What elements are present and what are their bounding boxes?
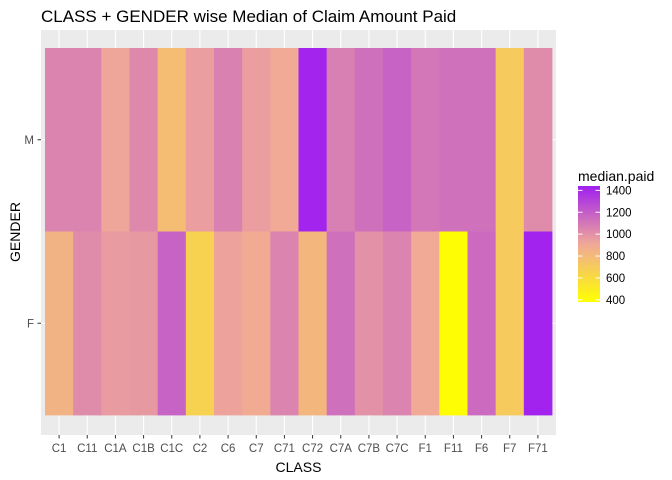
y-tick-label-f: F — [27, 318, 34, 330]
tile-c72-f — [298, 231, 328, 416]
x-tick-label-c7a: C7A — [330, 443, 353, 455]
tile-c2-f — [185, 231, 215, 416]
tile-c7a-f — [326, 231, 356, 416]
x-tick-label-f71: F71 — [528, 443, 548, 455]
x-tick-label-c7b: C7B — [358, 443, 381, 455]
tile-c7c-f — [383, 231, 412, 416]
x-tick-label-c7: C7 — [249, 443, 264, 455]
tile-f11-m — [439, 48, 468, 232]
tile-c11-m — [73, 48, 102, 232]
tile-c7-m — [242, 48, 271, 232]
x-tick-label-c2: C2 — [193, 443, 208, 455]
tile-c1c-f — [157, 231, 187, 416]
x-tick-label-c7c: C7C — [386, 443, 409, 455]
x-tick-label-c11: C11 — [77, 443, 97, 455]
tile-f11-f — [439, 231, 468, 416]
legend-tick-label: 1200 — [606, 207, 632, 219]
x-tick-label-f1: F1 — [419, 443, 432, 455]
y-tick-label-m: M — [24, 135, 34, 147]
tile-c1a-f — [101, 231, 130, 416]
tile-c1b-f — [129, 231, 159, 416]
tile-c1a-m — [101, 48, 130, 232]
x-tick-label-c71: C71 — [274, 443, 295, 455]
legend-color-bar — [578, 186, 600, 302]
tile-c7b-m — [354, 48, 384, 232]
legend-tick-label: 400 — [606, 295, 625, 307]
x-tick-label-c1: C1 — [52, 443, 67, 455]
x-tick-label-c72: C72 — [302, 443, 323, 455]
tile-c11-f — [73, 231, 102, 416]
legend-tick-label: 800 — [606, 251, 625, 263]
x-tick-label-f11: F11 — [444, 443, 463, 455]
tile-c1c-m — [157, 48, 187, 232]
tile-c71-f — [270, 231, 299, 416]
chart-title: CLASS + GENDER wise Median of Claim Amou… — [41, 7, 456, 26]
legend-title: median.paid — [578, 168, 654, 184]
x-axis-title: CLASS — [276, 459, 322, 475]
legend-tick-label: 1000 — [606, 229, 632, 241]
tile-c71-m — [270, 48, 299, 232]
tile-c7b-f — [354, 231, 384, 416]
tile-c1b-m — [129, 48, 159, 232]
legend-tick-label: 1400 — [606, 185, 632, 197]
x-tick-label-c6: C6 — [221, 443, 236, 455]
tile-f7-m — [495, 48, 525, 232]
tile-c7a-m — [326, 48, 356, 232]
tile-c2-m — [185, 48, 215, 232]
tile-f1-m — [411, 48, 440, 232]
tile-f6-m — [467, 48, 497, 232]
x-tick-label-f6: F6 — [475, 443, 488, 455]
tile-f7-f — [495, 231, 525, 416]
tile-f1-f — [411, 231, 440, 416]
tile-c72-m — [298, 48, 328, 232]
tile-c6-m — [214, 48, 243, 232]
x-tick-label-c1c: C1C — [160, 443, 183, 455]
x-tick-label-f7: F7 — [503, 443, 516, 455]
heatmap-tiles — [45, 48, 553, 416]
y-axis-title: GENDER — [7, 202, 23, 262]
legend-tick-label: 600 — [606, 273, 625, 285]
y-axis: MF — [24, 135, 41, 330]
tile-f71-m — [523, 48, 553, 232]
tile-f71-f — [523, 231, 553, 416]
tile-c7-f — [242, 231, 271, 416]
color-legend: median.paid 400 600 800 1000 1200 1400 — [578, 168, 654, 307]
tile-c1-f — [45, 231, 74, 416]
tile-c1-m — [45, 48, 74, 232]
tile-c6-f — [214, 231, 243, 416]
tile-c7c-m — [383, 48, 412, 232]
tile-f6-f — [467, 231, 497, 416]
x-tick-label-c1b: C1B — [132, 443, 155, 455]
x-tick-label-c1a: C1A — [104, 443, 127, 455]
x-axis: C1 C11 C1A C1B C1C C2 C6 C7 C71 C72 C7A C7B C7C F1 F11… — [52, 435, 548, 455]
